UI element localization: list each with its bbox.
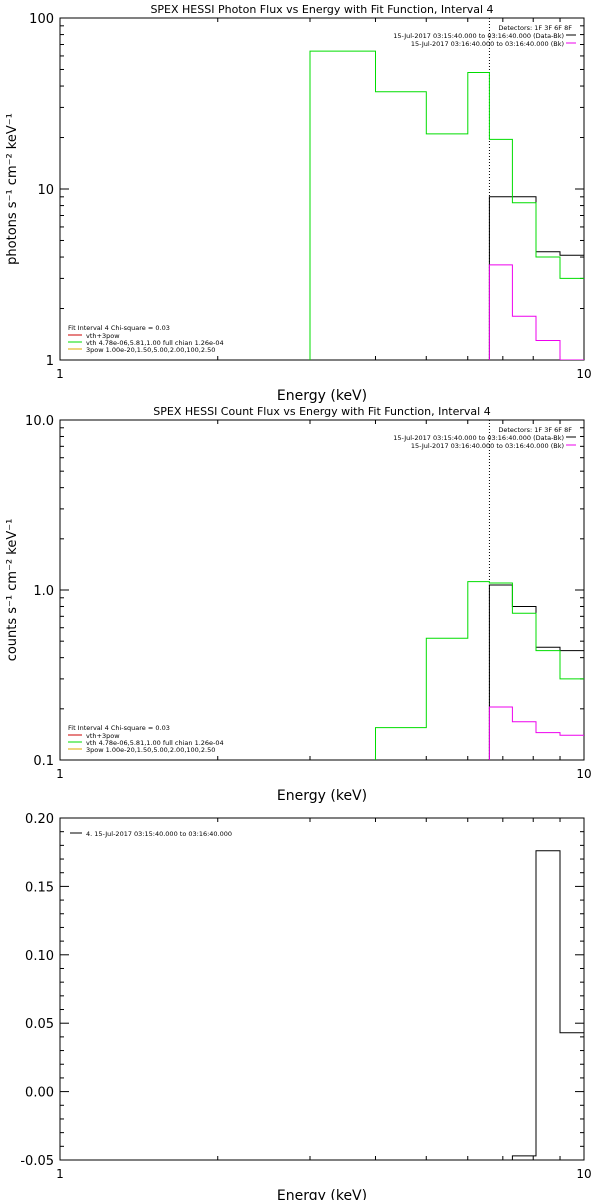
x-axis-label: Energy (keV) [277, 388, 367, 404]
legend-left: 4. 15-Jul-2017 03:15:40.000 to 03:16:40.… [70, 830, 232, 838]
series-vth-line [375, 581, 584, 760]
legend-label: 3pow 1.00e-20,1.50,5.00,2.00,100,2.50 [86, 746, 215, 754]
legend-label: 15-Jul-2017 03:15:40.000 to 03:16:40.000… [393, 434, 564, 442]
chart-title: SPEX HESSI Count Flux vs Energy with Fit… [153, 405, 490, 418]
y-tick-label: 10.0 [25, 414, 54, 429]
legend-label: vth+3pow [86, 332, 120, 340]
plot-frame [59, 17, 585, 361]
legend-label: vth 4.78e-06,5.81,1.00 full chian 1.26e-… [86, 339, 224, 347]
y-tick-label: 0.10 [25, 949, 54, 964]
plot-frame [59, 817, 585, 1161]
series-data-bk-line [488, 196, 584, 360]
x-tick-label: 1 [56, 1167, 64, 1181]
y-axis-label: photons s⁻¹ cm⁻² keV⁻¹ [5, 113, 20, 265]
chart-title: SPEX HESSI Photon Flux vs Energy with Fi… [150, 3, 493, 16]
legend-header: Fit Interval 4 Chi-square = 0.03 [68, 724, 170, 732]
legend-left: Fit Interval 4 Chi-square = 0.03vth+3pow… [68, 724, 224, 754]
legend-label: 3pow 1.00e-20,1.50,5.00,2.00,100,2.50 [86, 346, 215, 354]
legend-label: vth 4.78e-06,5.81,1.00 full chian 1.26e-… [86, 739, 224, 747]
y-tick-label: 1.0 [33, 584, 54, 599]
y-tick-label: 100 [29, 12, 54, 27]
legend-label: 15-Jul-2017 03:16:40.000 to 03:16:40.000… [411, 40, 564, 48]
chart-panel-2: SPEX HESSI Count Flux vs Energy with Fit… [5, 405, 592, 804]
y-tick-label: 0.20 [25, 812, 54, 827]
series-4-15-jul-2017-03-15-40-000-to-03-16-40-000-line [488, 850, 584, 1160]
y-tick-label: -0.05 [20, 1154, 54, 1169]
y-axis-label: counts s⁻¹ cm⁻² keV⁻¹ [5, 519, 20, 662]
y-tick-label: 10 [37, 183, 54, 198]
x-tick-label: 10 [576, 1167, 591, 1181]
legend-label: vth+3pow [86, 732, 120, 740]
x-axis-label: Energy (keV) [277, 788, 367, 804]
legend-header: Fit Interval 4 Chi-square = 0.03 [68, 324, 170, 332]
y-tick-label: 0.1 [33, 754, 54, 769]
legend-header: Detectors: 1F 3F 6F 8F [498, 426, 572, 434]
x-tick-label: 10 [576, 367, 591, 381]
series-data-bk-line [488, 584, 584, 760]
data-layer [309, 50, 584, 360]
x-tick-label: 1 [56, 767, 64, 781]
x-tick-label: 10 [576, 767, 591, 781]
data-layer [375, 581, 584, 760]
data-layer [488, 850, 584, 1160]
legend-label: 15-Jul-2017 03:16:40.000 to 03:16:40.000… [411, 442, 564, 450]
x-tick-label: 1 [56, 367, 64, 381]
y-tick-label: 0.05 [25, 1017, 54, 1032]
legend-label: 15-Jul-2017 03:15:40.000 to 03:16:40.000… [393, 32, 564, 40]
legend-left: Fit Interval 4 Chi-square = 0.03vth+3pow… [68, 324, 224, 354]
y-tick-label: 1 [46, 354, 54, 369]
x-axis-label: Energy (keV) [277, 1188, 367, 1200]
chart-panel-3: 1 10 Energy (keV) -0.05 0.00 0.05 0.10 0.15 0.20… [20, 812, 591, 1204]
series-vth-line [309, 50, 584, 360]
legend-label: 4. 15-Jul-2017 03:15:40.000 to 03:16:40.… [86, 830, 232, 838]
series-bk-line [488, 264, 584, 360]
y-tick-label: 0.15 [25, 880, 54, 895]
series-bk-line [488, 706, 584, 760]
chart-panel-1: SPEX HESSI Photon Flux vs Energy with Fi… [5, 3, 592, 404]
plot-frame [59, 419, 585, 761]
y-tick-label: 0.00 [25, 1086, 54, 1101]
legend-header: Detectors: 1F 3F 6F 8F [498, 24, 572, 32]
